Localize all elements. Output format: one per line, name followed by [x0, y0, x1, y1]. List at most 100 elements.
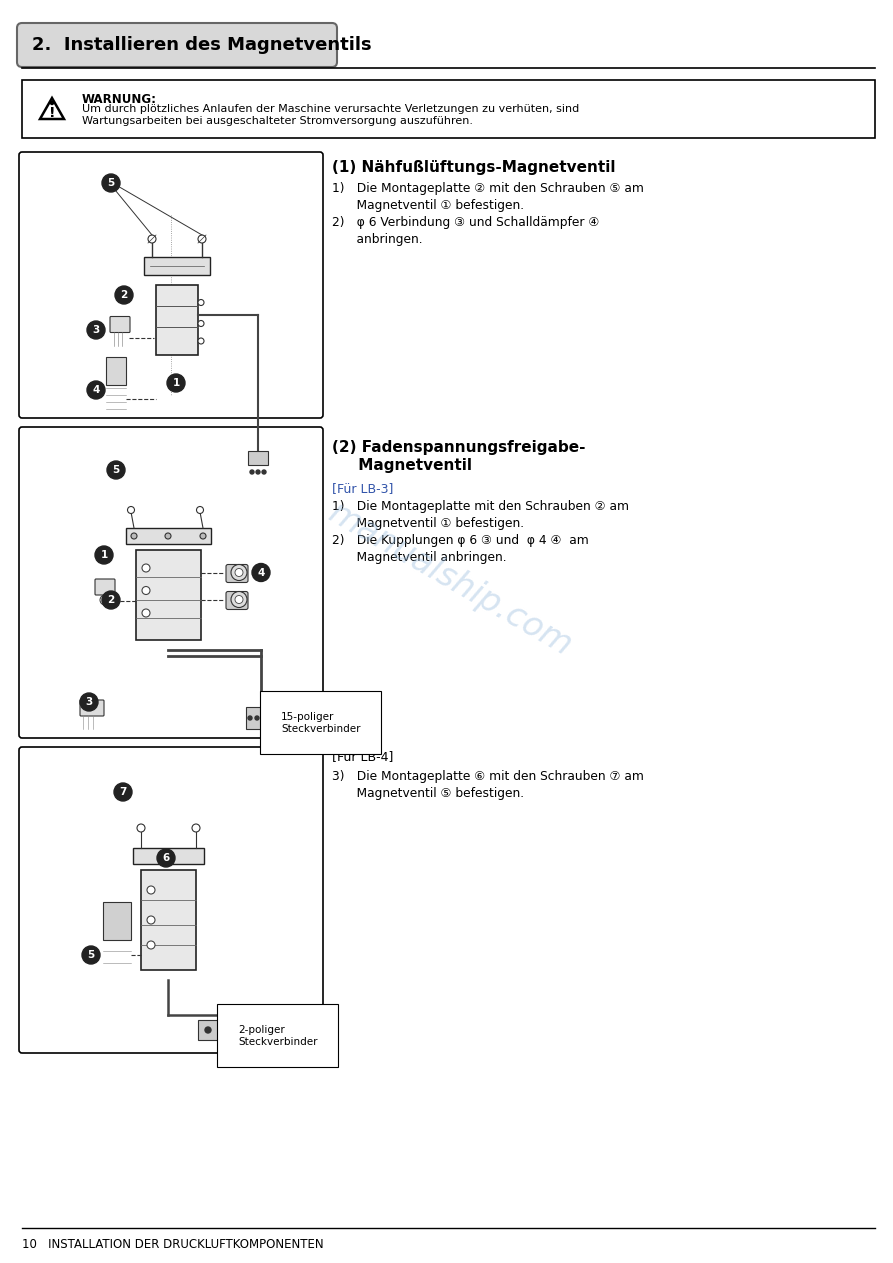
Circle shape: [147, 887, 155, 894]
Circle shape: [200, 533, 206, 539]
FancyBboxPatch shape: [19, 152, 323, 418]
FancyBboxPatch shape: [226, 565, 248, 582]
Bar: [198, 1021, 234, 1039]
Text: 1) Die Montageplatte ② mit den Schrauben ⑤ am: 1) Die Montageplatte ② mit den Schrauben…: [332, 182, 644, 195]
Circle shape: [198, 338, 204, 344]
Text: [Für LB-4]: [Für LB-4]: [332, 750, 394, 763]
Circle shape: [235, 595, 243, 604]
Circle shape: [142, 565, 150, 572]
Text: 5: 5: [107, 178, 114, 188]
Circle shape: [82, 946, 100, 964]
Circle shape: [262, 716, 266, 720]
Text: (1) Nähfußlüftungs-Magnetventil: (1) Nähfußlüftungs-Magnetventil: [332, 160, 615, 176]
Circle shape: [255, 716, 259, 720]
Bar: [144, 256, 210, 275]
Text: 2.  Installieren des Magnetventils: 2. Installieren des Magnetventils: [32, 37, 371, 54]
Text: 2-poliger
Steckverbinder: 2-poliger Steckverbinder: [238, 1026, 318, 1047]
Circle shape: [51, 101, 54, 105]
Circle shape: [192, 823, 200, 832]
Circle shape: [142, 609, 150, 618]
Text: 3: 3: [86, 697, 93, 707]
Bar: [126, 528, 211, 544]
Text: 4: 4: [92, 385, 100, 395]
Circle shape: [148, 235, 156, 242]
Text: 6: 6: [163, 853, 170, 863]
Text: Magnetventil anbringen.: Magnetventil anbringen.: [332, 551, 506, 565]
Circle shape: [102, 174, 120, 192]
FancyBboxPatch shape: [17, 23, 337, 67]
Text: Magnetventil ① befestigen.: Magnetventil ① befestigen.: [332, 517, 524, 530]
Text: Magnetventil: Magnetventil: [332, 458, 472, 474]
Text: 3: 3: [92, 325, 100, 335]
Circle shape: [128, 506, 135, 514]
Circle shape: [95, 546, 113, 565]
Text: Magnetventil ⑤ befestigen.: Magnetventil ⑤ befestigen.: [332, 787, 524, 799]
Circle shape: [256, 470, 260, 474]
Text: 2) φ 6 Verbindung ③ und Schalldämpfer ④: 2) φ 6 Verbindung ③ und Schalldämpfer ④: [332, 216, 599, 229]
Bar: [248, 451, 268, 465]
Bar: [103, 902, 131, 940]
Circle shape: [80, 693, 98, 711]
Circle shape: [262, 470, 266, 474]
Circle shape: [205, 1027, 211, 1033]
Circle shape: [231, 565, 247, 581]
Text: 15-poliger
Steckverbinder: 15-poliger Steckverbinder: [281, 712, 361, 734]
Circle shape: [250, 470, 254, 474]
Text: 1) Die Montageplatte mit den Schrauben ② am: 1) Die Montageplatte mit den Schrauben ②…: [332, 500, 629, 513]
Text: 10   INSTALLATION DER DRUCKLUFTKOMPONENTEN: 10 INSTALLATION DER DRUCKLUFTKOMPONENTEN: [22, 1238, 323, 1250]
Text: WARNUNG:: WARNUNG:: [82, 93, 157, 106]
Text: [Für LB-3]: [Für LB-3]: [332, 482, 394, 495]
Circle shape: [100, 595, 110, 605]
Circle shape: [102, 591, 120, 609]
Text: anbringen.: anbringen.: [332, 232, 422, 246]
Bar: [156, 285, 198, 355]
FancyBboxPatch shape: [19, 427, 323, 738]
Text: 4: 4: [257, 567, 264, 577]
Text: (2) Fadenspannungsfreigabe-: (2) Fadenspannungsfreigabe-: [332, 440, 586, 455]
Text: Um durch plötzliches Anlaufen der Maschine verursachte Verletzungen zu verhüten,: Um durch plötzliches Anlaufen der Maschi…: [82, 104, 580, 114]
FancyBboxPatch shape: [80, 700, 104, 716]
Circle shape: [137, 823, 145, 832]
FancyBboxPatch shape: [19, 746, 323, 1053]
Bar: [141, 870, 196, 970]
Text: 7: 7: [120, 787, 127, 797]
Text: 2: 2: [107, 595, 114, 605]
Text: 2: 2: [121, 290, 128, 301]
Circle shape: [157, 849, 175, 866]
Bar: [106, 357, 126, 385]
Circle shape: [147, 941, 155, 949]
Circle shape: [87, 321, 105, 338]
Text: Magnetventil ① befestigen.: Magnetventil ① befestigen.: [332, 200, 524, 212]
Text: !: !: [49, 106, 55, 120]
Text: 5: 5: [88, 950, 95, 960]
Circle shape: [252, 563, 270, 581]
Circle shape: [131, 533, 137, 539]
Circle shape: [269, 716, 273, 720]
Circle shape: [198, 321, 204, 327]
Circle shape: [198, 235, 206, 242]
Circle shape: [114, 783, 132, 801]
Circle shape: [115, 285, 133, 304]
Circle shape: [107, 461, 125, 479]
Bar: [133, 847, 204, 864]
Circle shape: [165, 533, 171, 539]
Polygon shape: [40, 99, 64, 119]
FancyBboxPatch shape: [110, 317, 130, 332]
Circle shape: [167, 374, 185, 392]
Circle shape: [87, 381, 105, 399]
Circle shape: [198, 299, 204, 306]
Circle shape: [235, 568, 243, 576]
Circle shape: [248, 716, 252, 720]
Circle shape: [142, 586, 150, 595]
Bar: [246, 707, 276, 729]
Circle shape: [221, 1027, 227, 1033]
Circle shape: [231, 591, 247, 608]
Circle shape: [147, 916, 155, 925]
FancyBboxPatch shape: [226, 591, 248, 610]
Text: 1: 1: [172, 378, 179, 388]
Text: 3) Die Montageplatte ⑥ mit den Schrauben ⑦ am: 3) Die Montageplatte ⑥ mit den Schrauben…: [332, 770, 644, 783]
Text: Wartungsarbeiten bei ausgeschalteter Stromversorgung auszuführen.: Wartungsarbeiten bei ausgeschalteter Str…: [82, 116, 473, 126]
Text: 5: 5: [113, 465, 120, 475]
Bar: [22, 80, 875, 138]
Bar: [136, 549, 201, 640]
